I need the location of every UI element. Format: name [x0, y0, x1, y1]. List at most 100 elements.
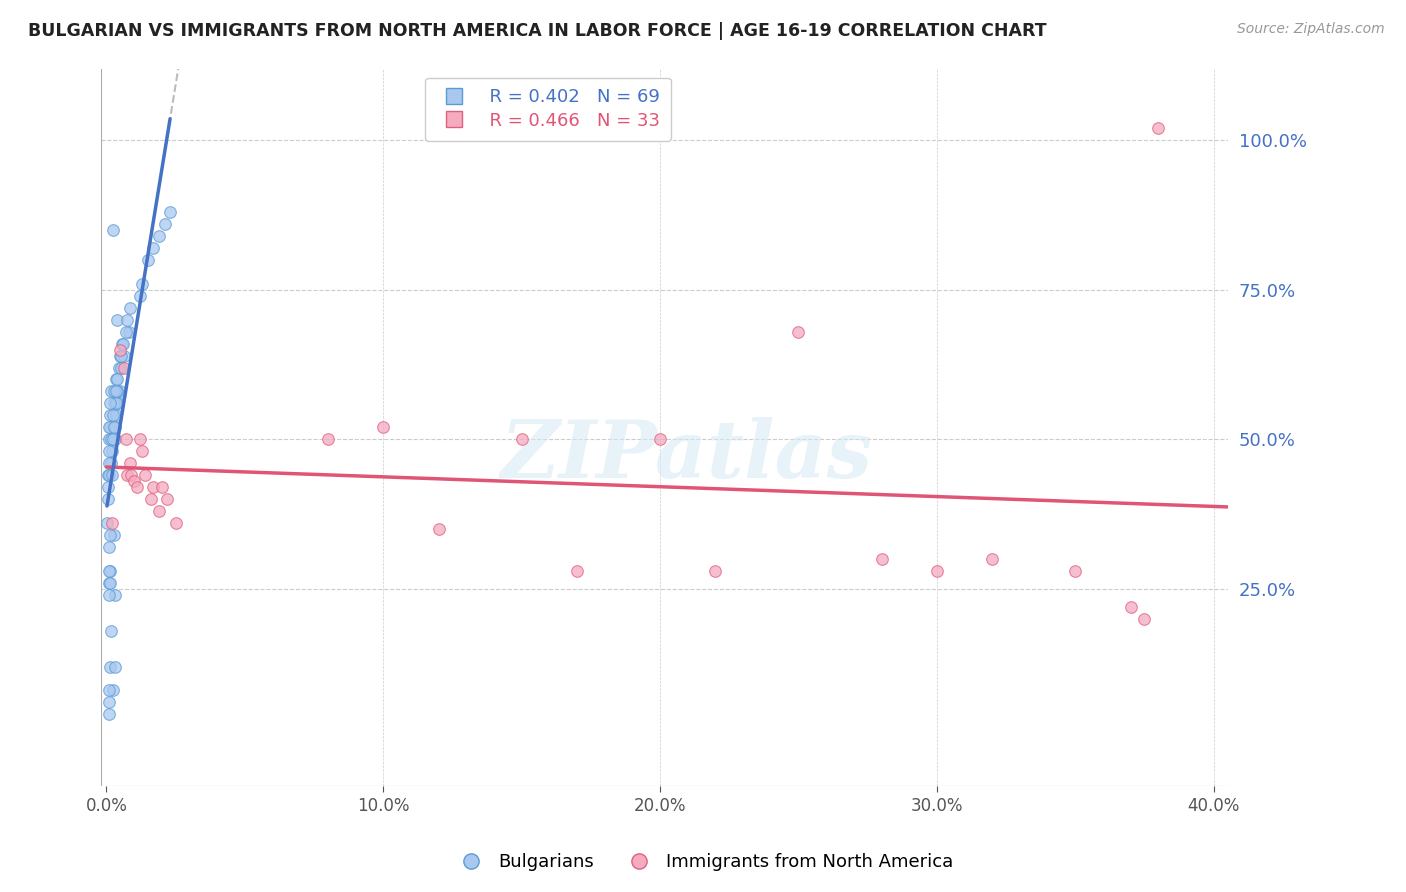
Point: [98, 420, 121, 434]
Point: [101, 516, 124, 530]
Point: [103, 223, 125, 237]
Point: [128, 432, 150, 446]
Point: [98, 409, 121, 423]
Point: [103, 396, 125, 410]
Point: [115, 468, 138, 483]
Point: [565, 564, 588, 578]
Point: [117, 312, 139, 326]
Point: [148, 504, 170, 518]
Point: [97, 575, 120, 590]
Point: [136, 252, 159, 267]
Point: [97, 468, 120, 483]
Point: [114, 432, 136, 446]
Point: [103, 432, 125, 446]
Point: [98, 659, 121, 673]
Point: [787, 325, 810, 339]
Point: [104, 396, 127, 410]
Point: [1119, 599, 1142, 614]
Point: [98, 575, 121, 590]
Point: [103, 420, 125, 434]
Point: [96, 516, 118, 530]
Point: [131, 277, 153, 291]
Point: [110, 343, 132, 357]
Point: [97, 492, 120, 507]
Point: [107, 396, 129, 410]
Point: [120, 468, 142, 483]
Point: [142, 480, 165, 494]
Point: [139, 492, 162, 507]
Point: [98, 695, 121, 709]
Point: [103, 384, 125, 399]
Point: [156, 492, 179, 507]
Point: [104, 588, 127, 602]
Point: [1147, 121, 1170, 136]
Point: [118, 301, 141, 315]
Point: [122, 474, 145, 488]
Point: [1133, 612, 1156, 626]
Point: [112, 360, 135, 375]
Point: [115, 325, 138, 339]
Point: [98, 432, 121, 446]
Point: [98, 588, 121, 602]
Point: [97, 564, 120, 578]
Point: [105, 372, 128, 386]
Point: [925, 564, 948, 578]
Point: [159, 205, 181, 219]
Point: [104, 432, 127, 446]
Point: [510, 432, 533, 446]
Legend: Bulgarians, Immigrants from North America: Bulgarians, Immigrants from North Americ…: [446, 847, 960, 879]
Point: [427, 522, 450, 536]
Point: [131, 444, 153, 458]
Point: [107, 384, 129, 399]
Point: [98, 420, 121, 434]
Point: [148, 229, 170, 244]
Point: [105, 372, 128, 386]
Point: [1064, 564, 1087, 578]
Point: [98, 564, 121, 578]
Point: [142, 241, 165, 255]
Legend:   R = 0.402   N = 69,   R = 0.466   N = 33: R = 0.402 N = 69, R = 0.466 N = 33: [426, 78, 671, 141]
Point: [870, 552, 893, 566]
Point: [100, 456, 122, 470]
Point: [98, 396, 121, 410]
Point: [97, 468, 120, 483]
Point: [108, 360, 131, 375]
Point: [112, 336, 135, 351]
Point: [100, 444, 122, 458]
Point: [108, 349, 131, 363]
Point: [97, 683, 120, 698]
Point: [98, 540, 121, 554]
Point: [97, 456, 120, 470]
Point: [128, 289, 150, 303]
Point: [117, 325, 139, 339]
Point: [110, 349, 132, 363]
Point: [98, 444, 121, 458]
Point: [111, 336, 134, 351]
Point: [981, 552, 1004, 566]
Point: [134, 468, 156, 483]
Point: [153, 217, 176, 231]
Point: [98, 528, 121, 542]
Point: [101, 468, 124, 483]
Point: [101, 409, 124, 423]
Text: BULGARIAN VS IMMIGRANTS FROM NORTH AMERICA IN LABOR FORCE | AGE 16-19 CORRELATIO: BULGARIAN VS IMMIGRANTS FROM NORTH AMERI…: [28, 22, 1046, 40]
Point: [165, 516, 187, 530]
Point: [112, 349, 135, 363]
Point: [110, 360, 132, 375]
Point: [118, 456, 141, 470]
Point: [125, 480, 148, 494]
Point: [316, 432, 339, 446]
Point: [110, 384, 132, 399]
Point: [104, 409, 127, 423]
Point: [105, 384, 128, 399]
Text: ZIPatlas: ZIPatlas: [501, 417, 873, 495]
Point: [104, 659, 127, 673]
Point: [97, 707, 120, 722]
Point: [100, 384, 122, 399]
Point: [103, 528, 125, 542]
Point: [150, 480, 173, 494]
Point: [704, 564, 727, 578]
Point: [104, 420, 127, 434]
Point: [103, 683, 125, 698]
Point: [648, 432, 671, 446]
